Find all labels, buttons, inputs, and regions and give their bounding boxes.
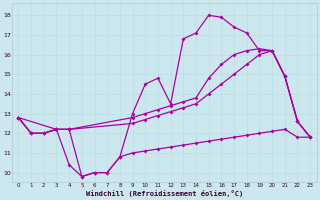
X-axis label: Windchill (Refroidissement éolien,°C): Windchill (Refroidissement éolien,°C) bbox=[86, 190, 243, 197]
